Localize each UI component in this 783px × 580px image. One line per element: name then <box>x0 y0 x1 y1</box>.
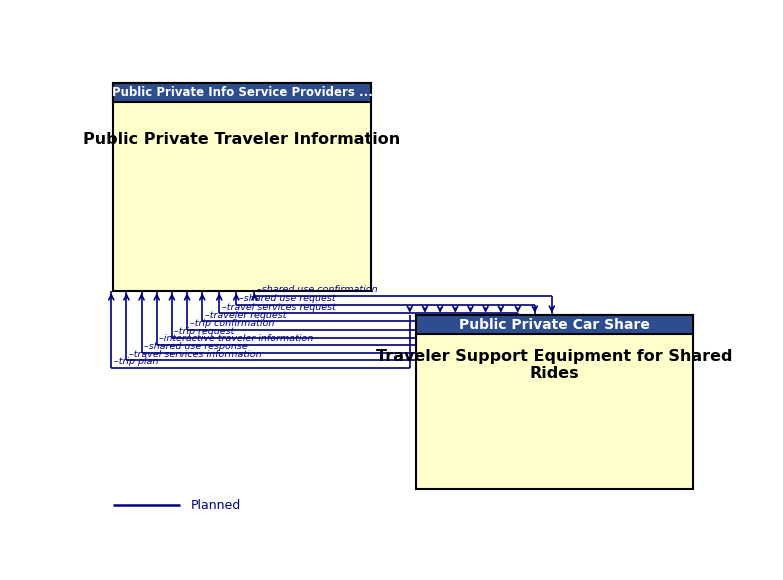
Text: –interactive traveler information: –interactive traveler information <box>159 334 313 343</box>
Text: –travel services request: –travel services request <box>222 303 336 311</box>
Text: –shared use request: –shared use request <box>239 294 335 303</box>
Bar <box>113 83 371 291</box>
Text: –traveler request: –traveler request <box>204 311 286 320</box>
Text: –trip confirmation: –trip confirmation <box>189 319 274 328</box>
Text: –travel services information: –travel services information <box>129 350 262 358</box>
Text: –trip request: –trip request <box>175 327 235 336</box>
Text: Public Private Traveler Information: Public Private Traveler Information <box>83 132 401 147</box>
Bar <box>113 83 371 102</box>
Bar <box>417 316 693 334</box>
Text: Traveler Support Equipment for Shared
Rides: Traveler Support Equipment for Shared Ri… <box>377 349 733 381</box>
Text: Planned: Planned <box>191 499 241 512</box>
Bar <box>417 316 693 490</box>
Text: –shared use confirmation: –shared use confirmation <box>257 285 377 294</box>
Text: Public Private Info Service Providers ...: Public Private Info Service Providers ..… <box>111 86 373 99</box>
Text: –trip plan: –trip plan <box>114 357 158 366</box>
Text: Public Private Car Share: Public Private Car Share <box>459 318 650 332</box>
Text: –shared use response: –shared use response <box>144 342 247 351</box>
